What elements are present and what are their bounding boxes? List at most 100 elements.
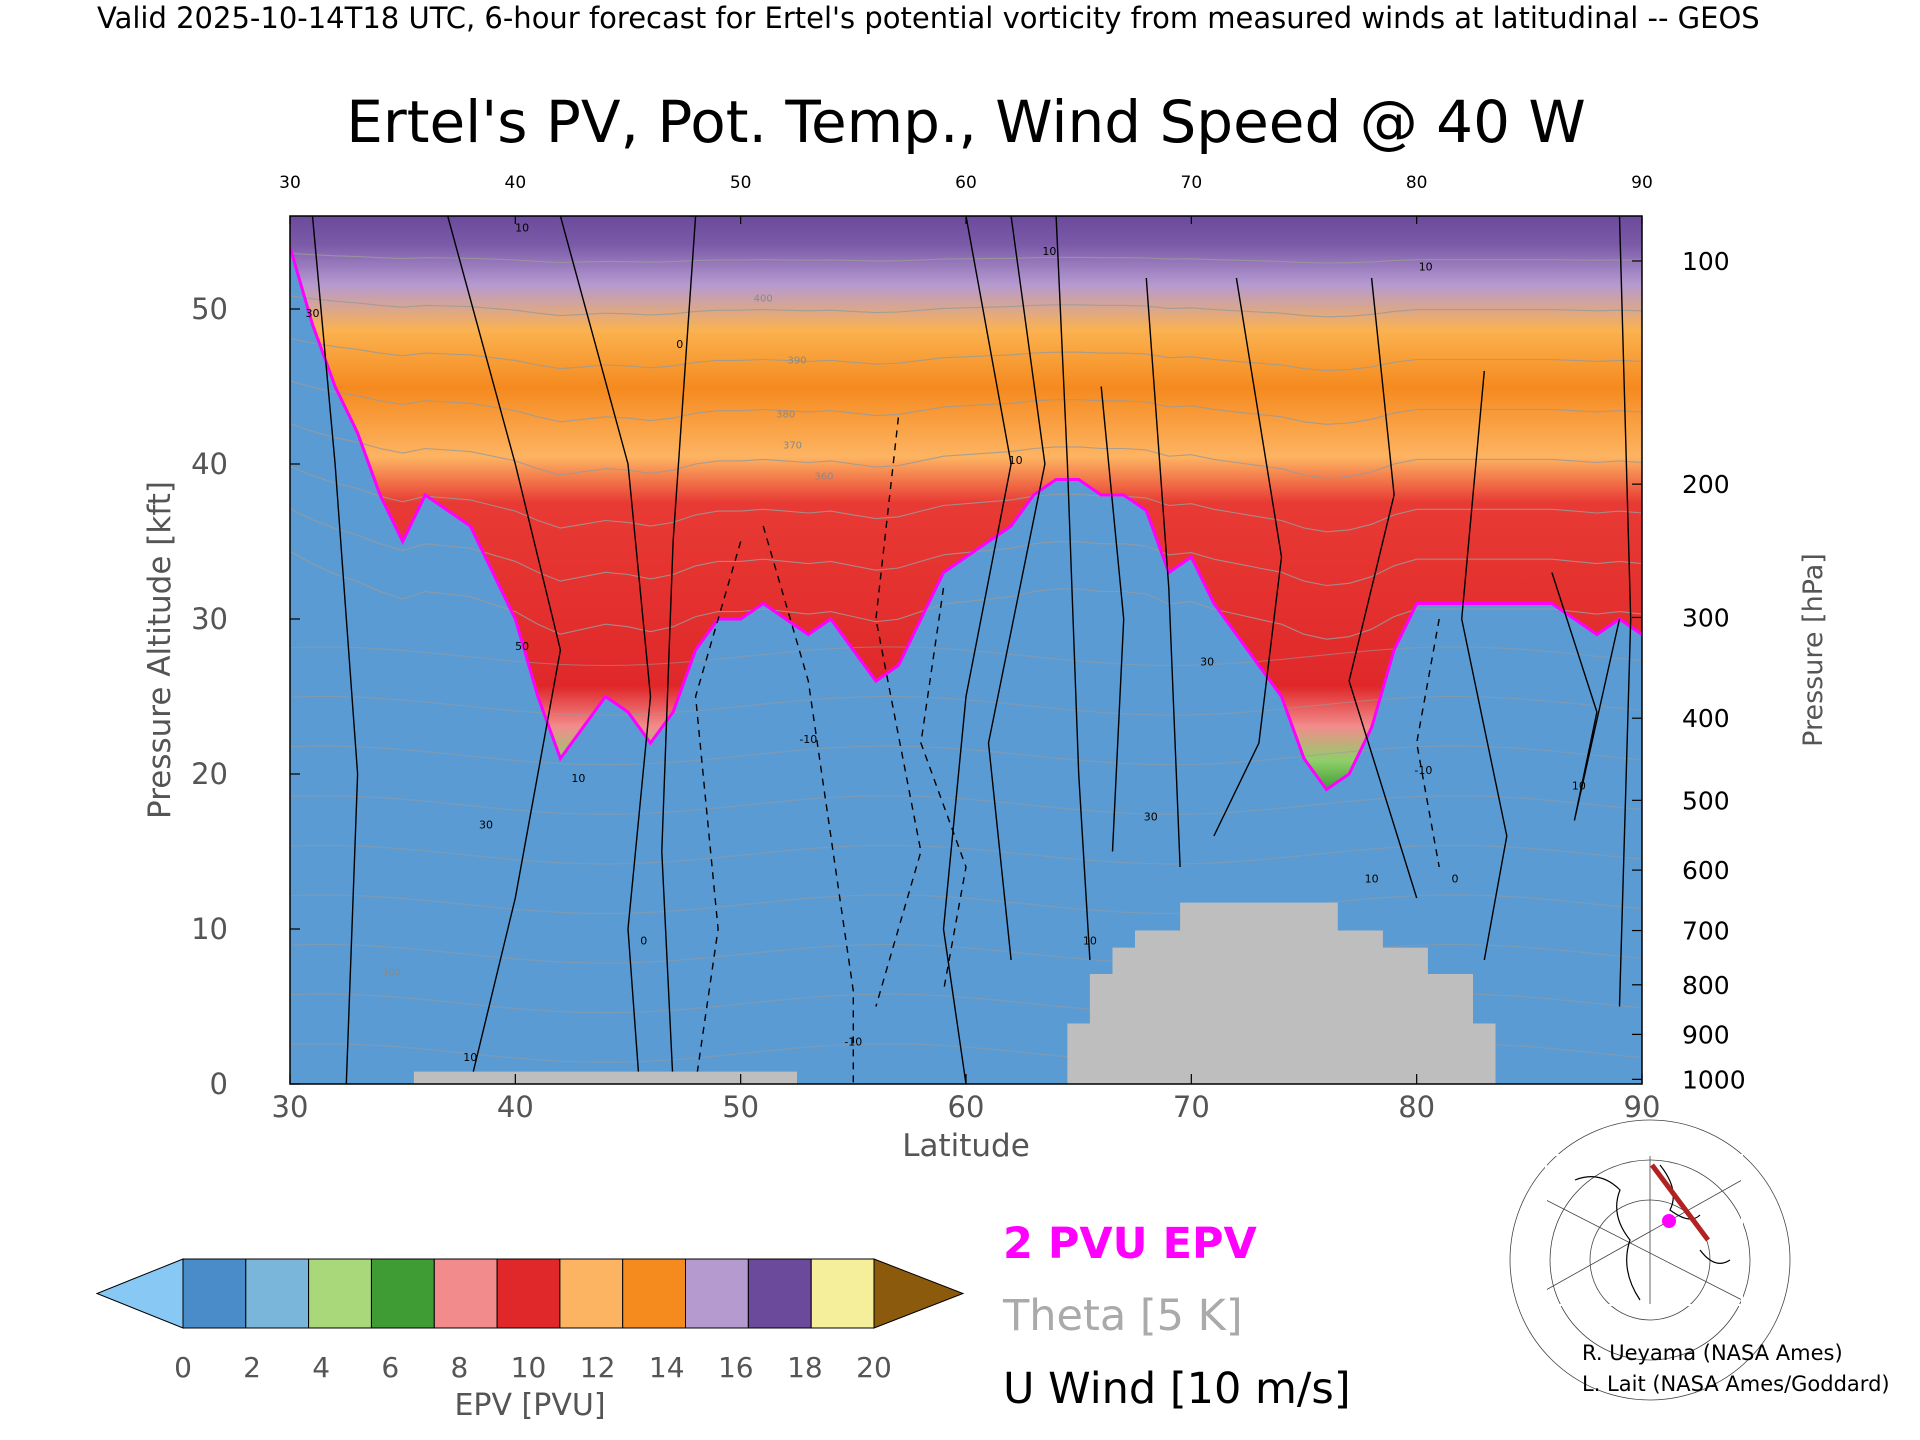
- x-top-tick-label: 50: [730, 173, 752, 193]
- wind-contour: [1348, 277, 1418, 899]
- wind-contour-label: 10: [463, 1051, 477, 1064]
- colorbar-bin: [245, 1258, 310, 1329]
- wind-contour-label: 10: [515, 222, 529, 235]
- wind-contour: [661, 216, 697, 1084]
- wind-contour: [694, 541, 742, 1084]
- wind-contour: [447, 216, 562, 1084]
- y-right-tick-label: 900: [1682, 1020, 1730, 1049]
- legend-pv-label: 2 PVU EPV: [1003, 1219, 1257, 1269]
- wind-contour-label: 30: [479, 818, 493, 831]
- colorbar-bin: [308, 1258, 372, 1329]
- y-left-tick-label: 10: [191, 912, 228, 946]
- colorbar-label: EPV [PVU]: [454, 1388, 605, 1423]
- colorbar-tick-label: 8: [450, 1351, 468, 1384]
- colorbar-bin: [622, 1258, 687, 1329]
- colorbar-tick-label: 0: [174, 1351, 192, 1384]
- x-top-tick-label: 60: [955, 173, 977, 193]
- y-axis-left-label: Pressure Altitude [kft]: [142, 481, 178, 819]
- credit-line-2: L. Lait (NASA Ames/Goddard): [1582, 1372, 1890, 1396]
- colorbar-bin: [810, 1258, 875, 1329]
- chart-title: Ertel's PV, Pot. Temp., Wind Speed @ 40 …: [346, 88, 1586, 156]
- valid-line: Valid 2025-10-14T18 UTC, 6-hour forecast…: [97, 1, 1760, 35]
- y-right-tick-label: 1000: [1682, 1065, 1746, 1094]
- wind-contour-label: 0: [1452, 873, 1459, 886]
- theta-contour-label: 360: [814, 472, 833, 483]
- theta-contour: [290, 423, 1642, 479]
- y-right-tick-label: 400: [1682, 704, 1730, 733]
- inset-section-line: [1649, 1163, 1711, 1242]
- wind-contour-label: 30: [1200, 656, 1214, 669]
- x-top-tick-label: 80: [1406, 173, 1428, 193]
- wind-contour: [1055, 216, 1091, 961]
- colorbar-over-triangle: [873, 1258, 965, 1329]
- theta-contour: [290, 465, 1642, 533]
- x-tick-label: 60: [948, 1090, 985, 1124]
- colorbar-bin: [433, 1258, 498, 1329]
- wind-contour-label: 10: [1365, 873, 1379, 886]
- y-left-tick-label: 30: [191, 602, 228, 636]
- colorbar-bin: [182, 1258, 247, 1329]
- wind-contour-label: 0: [640, 935, 647, 948]
- colorbar-tick-label: 4: [312, 1351, 330, 1384]
- x-top-tick-label: 30: [279, 173, 301, 193]
- y-right-tick-label: 200: [1682, 470, 1730, 499]
- x-top-tick-label: 70: [1181, 173, 1203, 193]
- y-left-tick-label: 20: [191, 757, 228, 791]
- y-right-tick-label: 100: [1682, 247, 1730, 276]
- y-right-tick-label: 600: [1682, 856, 1730, 885]
- x-tick-label: 80: [1398, 1090, 1435, 1124]
- y-axis-right-label: Pressure [hPa]: [1798, 553, 1829, 747]
- wind-contours: [311, 216, 1632, 1084]
- wind-contour-label: 10: [1042, 245, 1056, 258]
- theta-contour-label: 390: [787, 355, 806, 366]
- theta-contour-label: 380: [776, 410, 795, 421]
- colorbar-bin: [371, 1258, 435, 1329]
- inset-marker: [1662, 1214, 1676, 1228]
- theta-contour: [290, 745, 1642, 766]
- theta-contours: [290, 252, 1642, 1063]
- colorbar-tick-label: 14: [649, 1351, 685, 1384]
- theta-contour: [290, 550, 1642, 640]
- wind-contour-label: 30: [1144, 811, 1158, 824]
- colorbar: 0 2 4 6 8 10 12 14 16 18 20: [95, 1258, 965, 1384]
- wind-contour-label: 10: [571, 772, 585, 785]
- y-right-tick-label: 300: [1682, 603, 1730, 632]
- theta-contour: [290, 795, 1642, 815]
- colorbar-tick-label: 12: [580, 1351, 616, 1384]
- wind-contour-label: 10: [1083, 935, 1097, 948]
- wind-contour-label: -10: [844, 1035, 862, 1048]
- y-axis-right: 100 200 300 400 500 600 700 800 900 1000: [1632, 247, 1746, 1094]
- wind-contour-label: 10: [1572, 780, 1586, 793]
- wind-contour: [987, 216, 1046, 961]
- colorbar-tick-label: 18: [787, 1351, 823, 1384]
- x-tick-label: 70: [1173, 1090, 1210, 1124]
- wind-contour-label: 0: [676, 338, 683, 351]
- colorbar-tick-label: 6: [381, 1351, 399, 1384]
- y-axis-left: 0 10 20 30 40 50: [191, 292, 300, 1101]
- x-top-tick-label: 40: [505, 173, 527, 193]
- wind-contour: [1100, 386, 1125, 852]
- theta-contour-label: 400: [754, 293, 773, 304]
- theta-contour: [290, 844, 1642, 865]
- x-top-tick-label: 90: [1631, 173, 1653, 193]
- theta-contour: [290, 337, 1642, 372]
- legend-wind-label: U Wind [10 m/s]: [1003, 1364, 1351, 1414]
- y-right-tick-label: 500: [1682, 786, 1730, 815]
- wind-contour-label: -10: [1414, 764, 1432, 777]
- x-tick-label: 30: [272, 1090, 309, 1124]
- y-right-tick-label: 800: [1682, 971, 1730, 1000]
- theta-contour: [290, 508, 1642, 587]
- colorbar-tick-label: 10: [511, 1351, 547, 1384]
- terrain-mask: [413, 902, 1496, 1084]
- tropopause-2pvu-line: [290, 246, 1642, 792]
- y-right-tick-label: 700: [1682, 917, 1730, 946]
- x-tick-label: 90: [1624, 1090, 1661, 1124]
- wind-contour: [559, 216, 652, 1084]
- wind-contour: [1415, 618, 1440, 868]
- wind-contour: [875, 417, 922, 1007]
- inset-map: [1509, 1119, 1791, 1401]
- colorbar-tick-label: 20: [856, 1351, 892, 1384]
- wind-contour: [1145, 277, 1181, 868]
